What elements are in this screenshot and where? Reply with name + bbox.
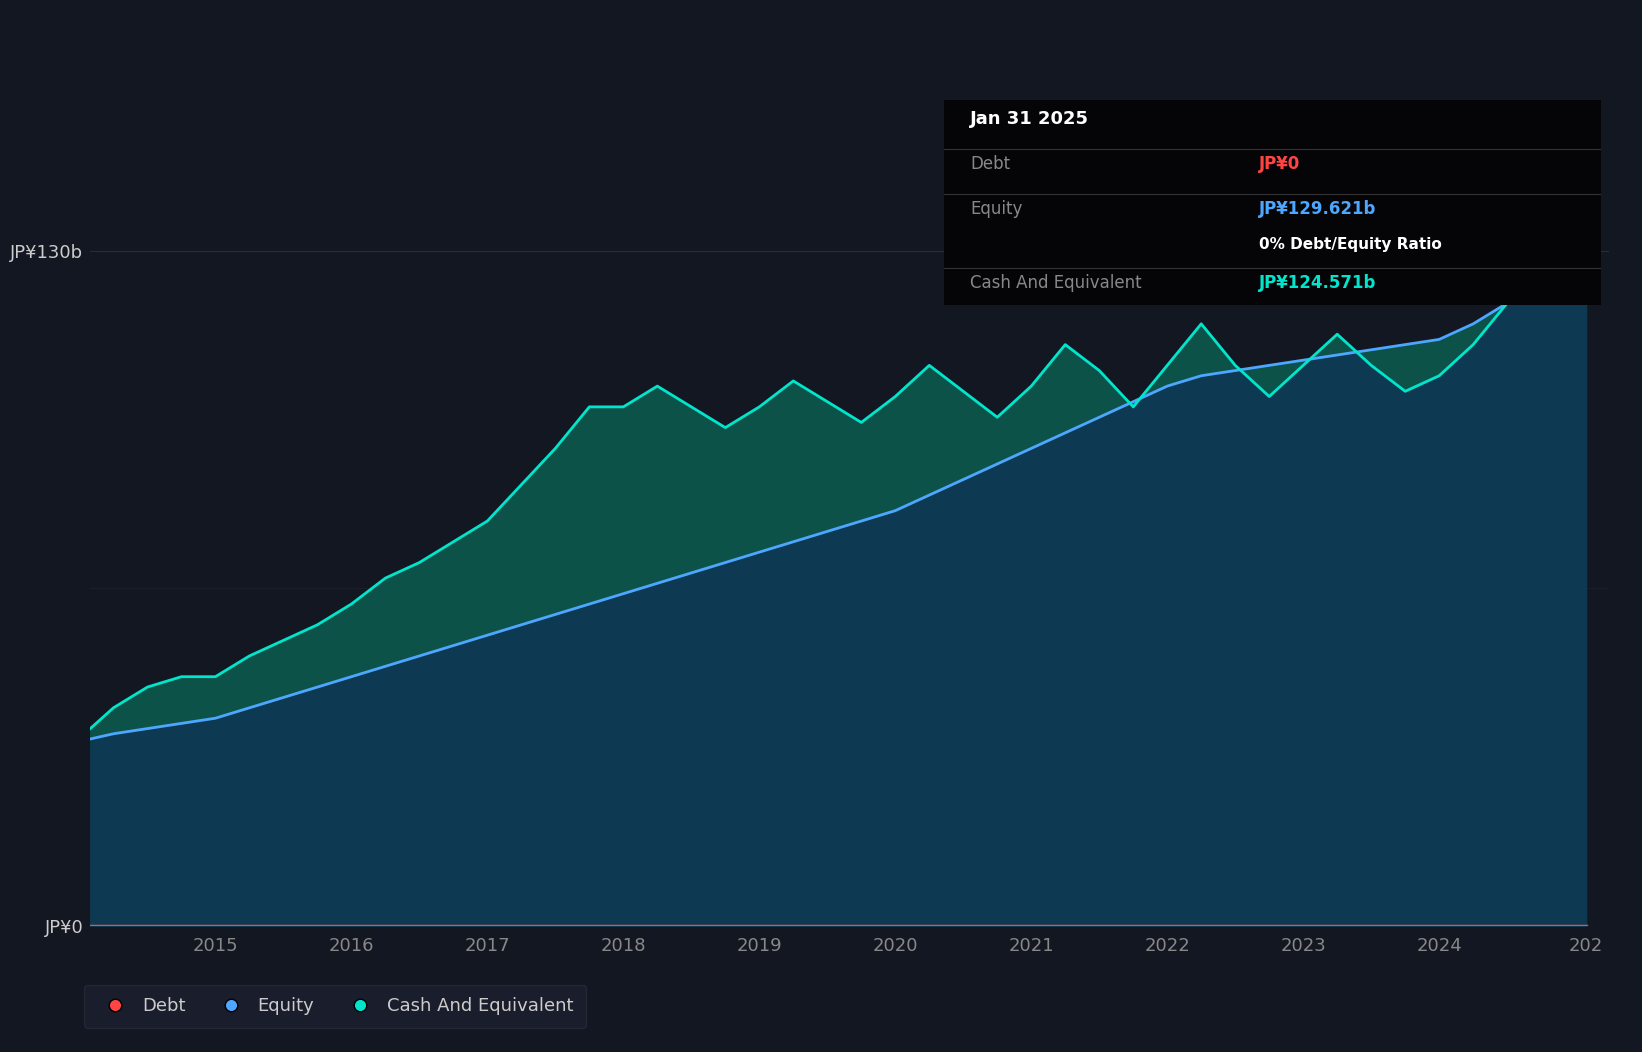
Text: Equity: Equity bbox=[970, 201, 1023, 219]
Text: Cash And Equivalent: Cash And Equivalent bbox=[970, 275, 1143, 292]
Text: Debt: Debt bbox=[970, 156, 1010, 174]
Legend: Debt, Equity, Cash And Equivalent: Debt, Equity, Cash And Equivalent bbox=[84, 985, 586, 1028]
Text: JP¥129.621b: JP¥129.621b bbox=[1259, 201, 1376, 219]
Text: JP¥0: JP¥0 bbox=[1259, 156, 1300, 174]
Text: JP¥124.571b: JP¥124.571b bbox=[1259, 275, 1376, 292]
Text: Jan 31 2025: Jan 31 2025 bbox=[970, 110, 1089, 128]
Text: 0% Debt/Equity Ratio: 0% Debt/Equity Ratio bbox=[1259, 238, 1442, 252]
